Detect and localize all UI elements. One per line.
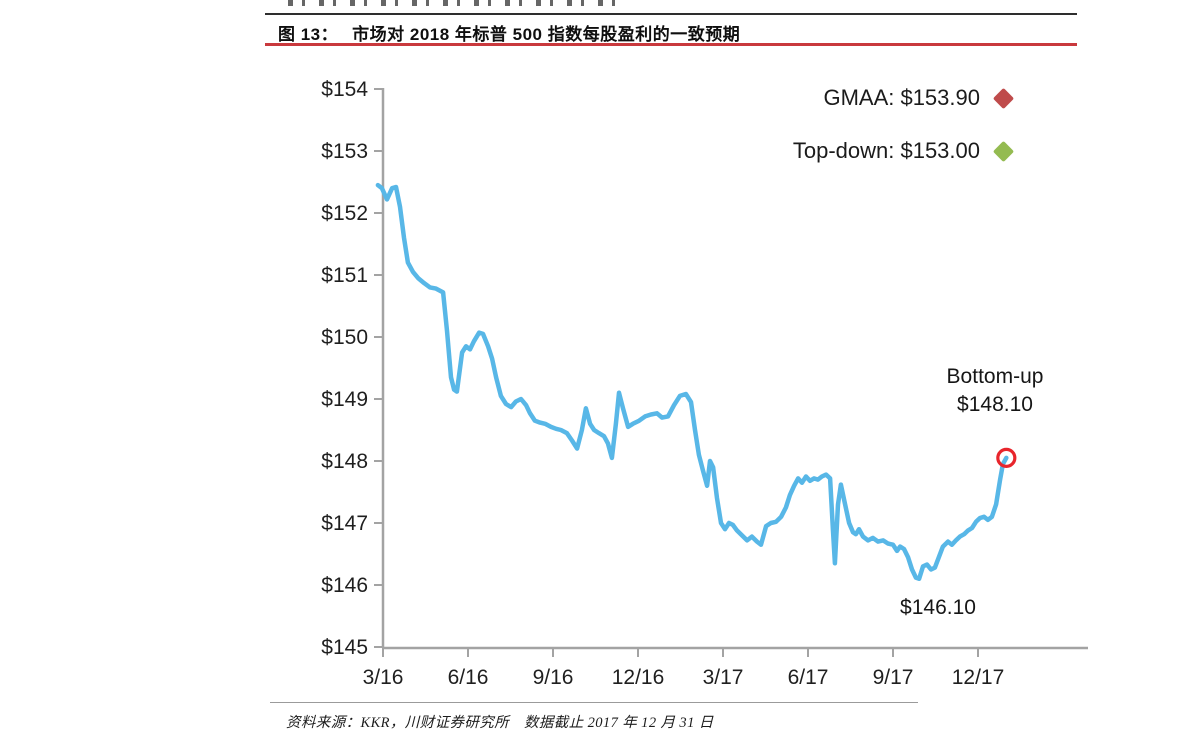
svg-text:$145: $145: [321, 636, 368, 659]
svg-text:6/16: 6/16: [448, 666, 489, 689]
legend-gmaa-label: GMAA: $153.90: [823, 85, 980, 110]
figure-title-text: 市场对 2018 年标普 500 指数每股盈利的一致预期: [352, 25, 741, 44]
svg-text:3/16: 3/16: [363, 666, 404, 689]
header-top-rule: [265, 13, 1077, 15]
eps-consensus-line-chart: $154 $153 $152 $151 $150 $149 $148 $147 $146 $145…: [321, 78, 1088, 689]
annotation-series-low: $146.10: [858, 594, 1018, 622]
svg-text:6/17: 6/17: [788, 666, 829, 689]
title-red-underline: [265, 43, 1077, 46]
svg-text:9/16: 9/16: [533, 666, 574, 689]
legend-item-gmaa: GMAA: $153.90: [823, 85, 1015, 111]
latest-value-marker: [996, 447, 1017, 468]
svg-text:9/17: 9/17: [873, 666, 914, 689]
clipped-text-remnant: [288, 0, 623, 6]
svg-text:$147: $147: [321, 512, 368, 535]
figure-label: 图 13：: [278, 25, 339, 44]
svg-text:3/17: 3/17: [703, 666, 744, 689]
svg-text:$153: $153: [321, 140, 368, 163]
annotation-bottom-up-line1: Bottom-up: [946, 365, 1044, 388]
svg-text:$154: $154: [321, 78, 368, 101]
annotation-bottom-up-line2: $148.10: [957, 393, 1033, 416]
eps-series-line: [375, 182, 1009, 582]
annotation-bottom-up: Bottom-up $148.10: [915, 363, 1075, 419]
svg-text:$148: $148: [321, 450, 368, 473]
svg-text:$149: $149: [321, 388, 368, 411]
svg-text:$151: $151: [321, 264, 368, 287]
svg-text:$146: $146: [321, 574, 368, 597]
legend-topdown-label: Top-down: $153.00: [792, 138, 980, 163]
legend-item-topdown: Top-down: $153.00: [792, 138, 1015, 164]
svg-text:12/17: 12/17: [952, 666, 1005, 689]
annotation-series-low-value: $146.10: [900, 596, 976, 619]
figure-title: 图 13： 市场对 2018 年标普 500 指数每股盈利的一致预期: [278, 20, 1078, 45]
source-divider-rule: [270, 702, 918, 703]
svg-text:12/16: 12/16: [612, 666, 665, 689]
svg-text:$150: $150: [321, 326, 368, 349]
svg-text:$152: $152: [321, 202, 368, 225]
source-note: 资料来源：KKR，川财证券研究所 数据截止 2017 年 12 月 31 日: [286, 715, 714, 731]
